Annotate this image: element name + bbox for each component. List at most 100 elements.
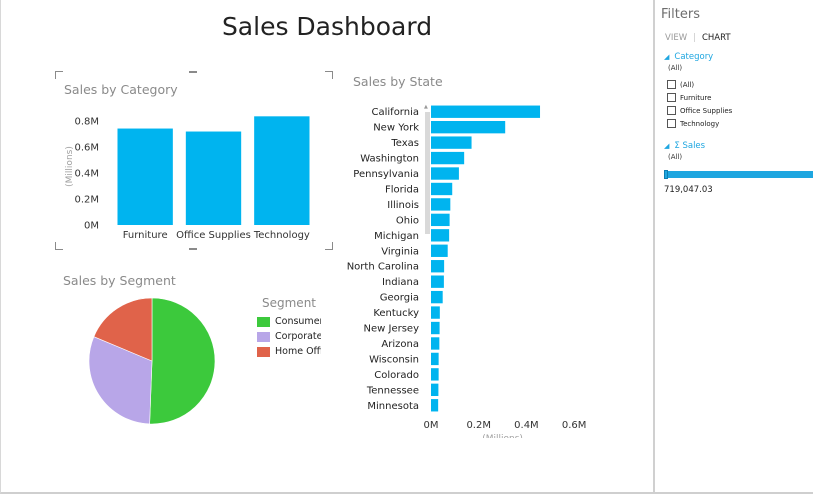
- segment-chart-title: Sales by Segment: [63, 273, 176, 288]
- state-y-tick-label: Ohio: [396, 215, 419, 226]
- collapse-triangle-icon[interactable]: ◢: [664, 53, 670, 61]
- segment-legend: Segment Consumer Corporate Home Offi: [257, 296, 321, 359]
- checkbox[interactable]: [667, 80, 676, 89]
- legend-item-consumer[interactable]: Consumer: [257, 314, 321, 329]
- state-bar[interactable]: [431, 244, 448, 257]
- checkbox[interactable]: [667, 93, 676, 102]
- state-bar[interactable]: [431, 136, 472, 149]
- selection-corner-top-right[interactable]: [325, 71, 333, 79]
- legend-swatch-consumer: [257, 316, 270, 327]
- slider-track[interactable]: [668, 171, 813, 178]
- state-bar[interactable]: [431, 151, 465, 165]
- category-y-tick-label: 0.2M: [74, 195, 99, 206]
- state-bar[interactable]: [431, 352, 439, 366]
- category-bar[interactable]: [254, 116, 310, 225]
- category-filter-label: Category: [674, 52, 714, 62]
- segment-pie-chart[interactable]: [82, 291, 222, 431]
- category-option-furniture[interactable]: Furniture: [667, 92, 711, 103]
- state-bar[interactable]: [431, 321, 440, 335]
- category-option-technology[interactable]: Technology: [667, 118, 719, 129]
- category-x-tick-label: Furniture: [123, 230, 168, 241]
- category-y-tick-label: 0M: [84, 221, 99, 232]
- state-y-tick-label: Illinois: [387, 200, 419, 211]
- category-bar[interactable]: [185, 131, 242, 225]
- category-filter-header[interactable]: ◢ Category: [664, 52, 713, 62]
- scrollbar-thumb[interactable]: [425, 112, 430, 234]
- category-bar[interactable]: [117, 128, 173, 225]
- legend-item-home-office[interactable]: Home Offi: [257, 344, 321, 359]
- state-x-tick-label: 0M: [424, 420, 439, 431]
- state-y-tick-label: Texas: [390, 138, 419, 149]
- state-bar[interactable]: [431, 105, 541, 118]
- category-chart-title: Sales by Category: [64, 82, 178, 97]
- state-y-tick-label: Minnesota: [367, 401, 419, 412]
- selection-corner-bottom-right[interactable]: [325, 242, 333, 250]
- state-y-tick-label: Arizona: [381, 339, 419, 350]
- scroll-up-icon[interactable]: ▲: [424, 104, 428, 110]
- category-bar-chart[interactable]: 0M 0.2M 0.4M 0.6M 0.8M (Millions) Furniture Off…: [56, 100, 326, 250]
- selection-edge-bottom[interactable]: [189, 248, 197, 250]
- category-option-label: Office Supplies: [680, 106, 733, 115]
- legend-label-consumer: Consumer: [275, 316, 321, 327]
- category-y-tick-label: 0.4M: [74, 169, 99, 180]
- sales-filter-header[interactable]: ◢ Σ Sales: [664, 141, 705, 151]
- checkbox[interactable]: [667, 119, 676, 128]
- filters-title: Filters: [661, 7, 700, 22]
- state-y-tick-label: Virginia: [381, 246, 419, 257]
- category-y-axis-title: (Millions): [65, 146, 75, 187]
- state-bar[interactable]: [431, 260, 445, 273]
- state-chart-scrollbar[interactable]: ▲: [424, 104, 430, 418]
- sales-filter-label: Σ Sales: [674, 141, 706, 151]
- state-bar[interactable]: [431, 306, 440, 319]
- pie-slice-consumer[interactable]: [149, 297, 216, 425]
- state-y-tick-label: Kentucky: [373, 308, 419, 319]
- state-bar[interactable]: [431, 229, 450, 242]
- state-y-tick-label: California: [372, 107, 420, 118]
- state-bar[interactable]: [431, 383, 439, 397]
- filters-tabs: VIEW | CHART: [665, 33, 731, 43]
- selection-corner-bottom-left[interactable]: [55, 242, 63, 250]
- state-bar[interactable]: [431, 182, 453, 196]
- selection-corner-top-left[interactable]: [55, 71, 63, 79]
- legend-swatch-corporate: [257, 331, 270, 342]
- legend-label-corporate: Corporate: [275, 331, 321, 342]
- state-y-tick-label: Michigan: [374, 231, 419, 242]
- category-filter-summary: (All): [668, 64, 683, 72]
- checkbox[interactable]: [667, 106, 676, 115]
- state-y-tick-label: Florida: [385, 184, 419, 195]
- state-bar[interactable]: [431, 368, 439, 381]
- state-bar[interactable]: [431, 337, 440, 350]
- state-bar[interactable]: [431, 290, 443, 304]
- state-bar[interactable]: [431, 275, 444, 288]
- pie-slice-home-office[interactable]: [93, 297, 153, 362]
- state-x-axis-title: (Millions): [482, 434, 523, 438]
- category-y-tick-label: 0.6M: [74, 143, 99, 154]
- legend-item-corporate[interactable]: Corporate: [257, 329, 321, 344]
- state-bar[interactable]: [431, 167, 459, 180]
- state-bar[interactable]: [431, 120, 506, 134]
- state-bar[interactable]: [431, 399, 439, 412]
- category-option-all[interactable]: (All): [667, 79, 694, 90]
- category-x-tick-label: Technology: [253, 230, 310, 241]
- slider-handle[interactable]: [664, 170, 668, 179]
- category-y-tick-label: 0.8M: [74, 117, 99, 128]
- tab-separator: |: [693, 33, 696, 43]
- state-bar[interactable]: [431, 198, 451, 211]
- category-option-office-supplies[interactable]: Office Supplies: [667, 105, 732, 116]
- category-option-label: (All): [680, 80, 695, 89]
- tab-chart[interactable]: CHART: [701, 33, 731, 43]
- selection-edge-top[interactable]: [189, 71, 197, 73]
- category-option-label: Furniture: [680, 93, 712, 102]
- state-bar-chart[interactable]: California New York Texas Washington Pennsyl…: [341, 96, 611, 438]
- state-x-tick-label: 0.6M: [562, 420, 587, 431]
- tab-view[interactable]: VIEW: [665, 33, 688, 43]
- state-bar[interactable]: [431, 213, 450, 227]
- state-y-tick-label: New Jersey: [364, 324, 420, 335]
- state-x-tick-label: 0.4M: [514, 420, 539, 431]
- sales-range-slider[interactable]: [664, 170, 813, 179]
- state-y-tick-label: Wisconsin: [369, 354, 419, 365]
- state-y-tick-label: Indiana: [382, 277, 419, 288]
- collapse-triangle-icon[interactable]: ◢: [664, 142, 670, 150]
- sales-filter-summary: (All): [668, 153, 683, 161]
- pie-slice-corporate[interactable]: [88, 336, 153, 425]
